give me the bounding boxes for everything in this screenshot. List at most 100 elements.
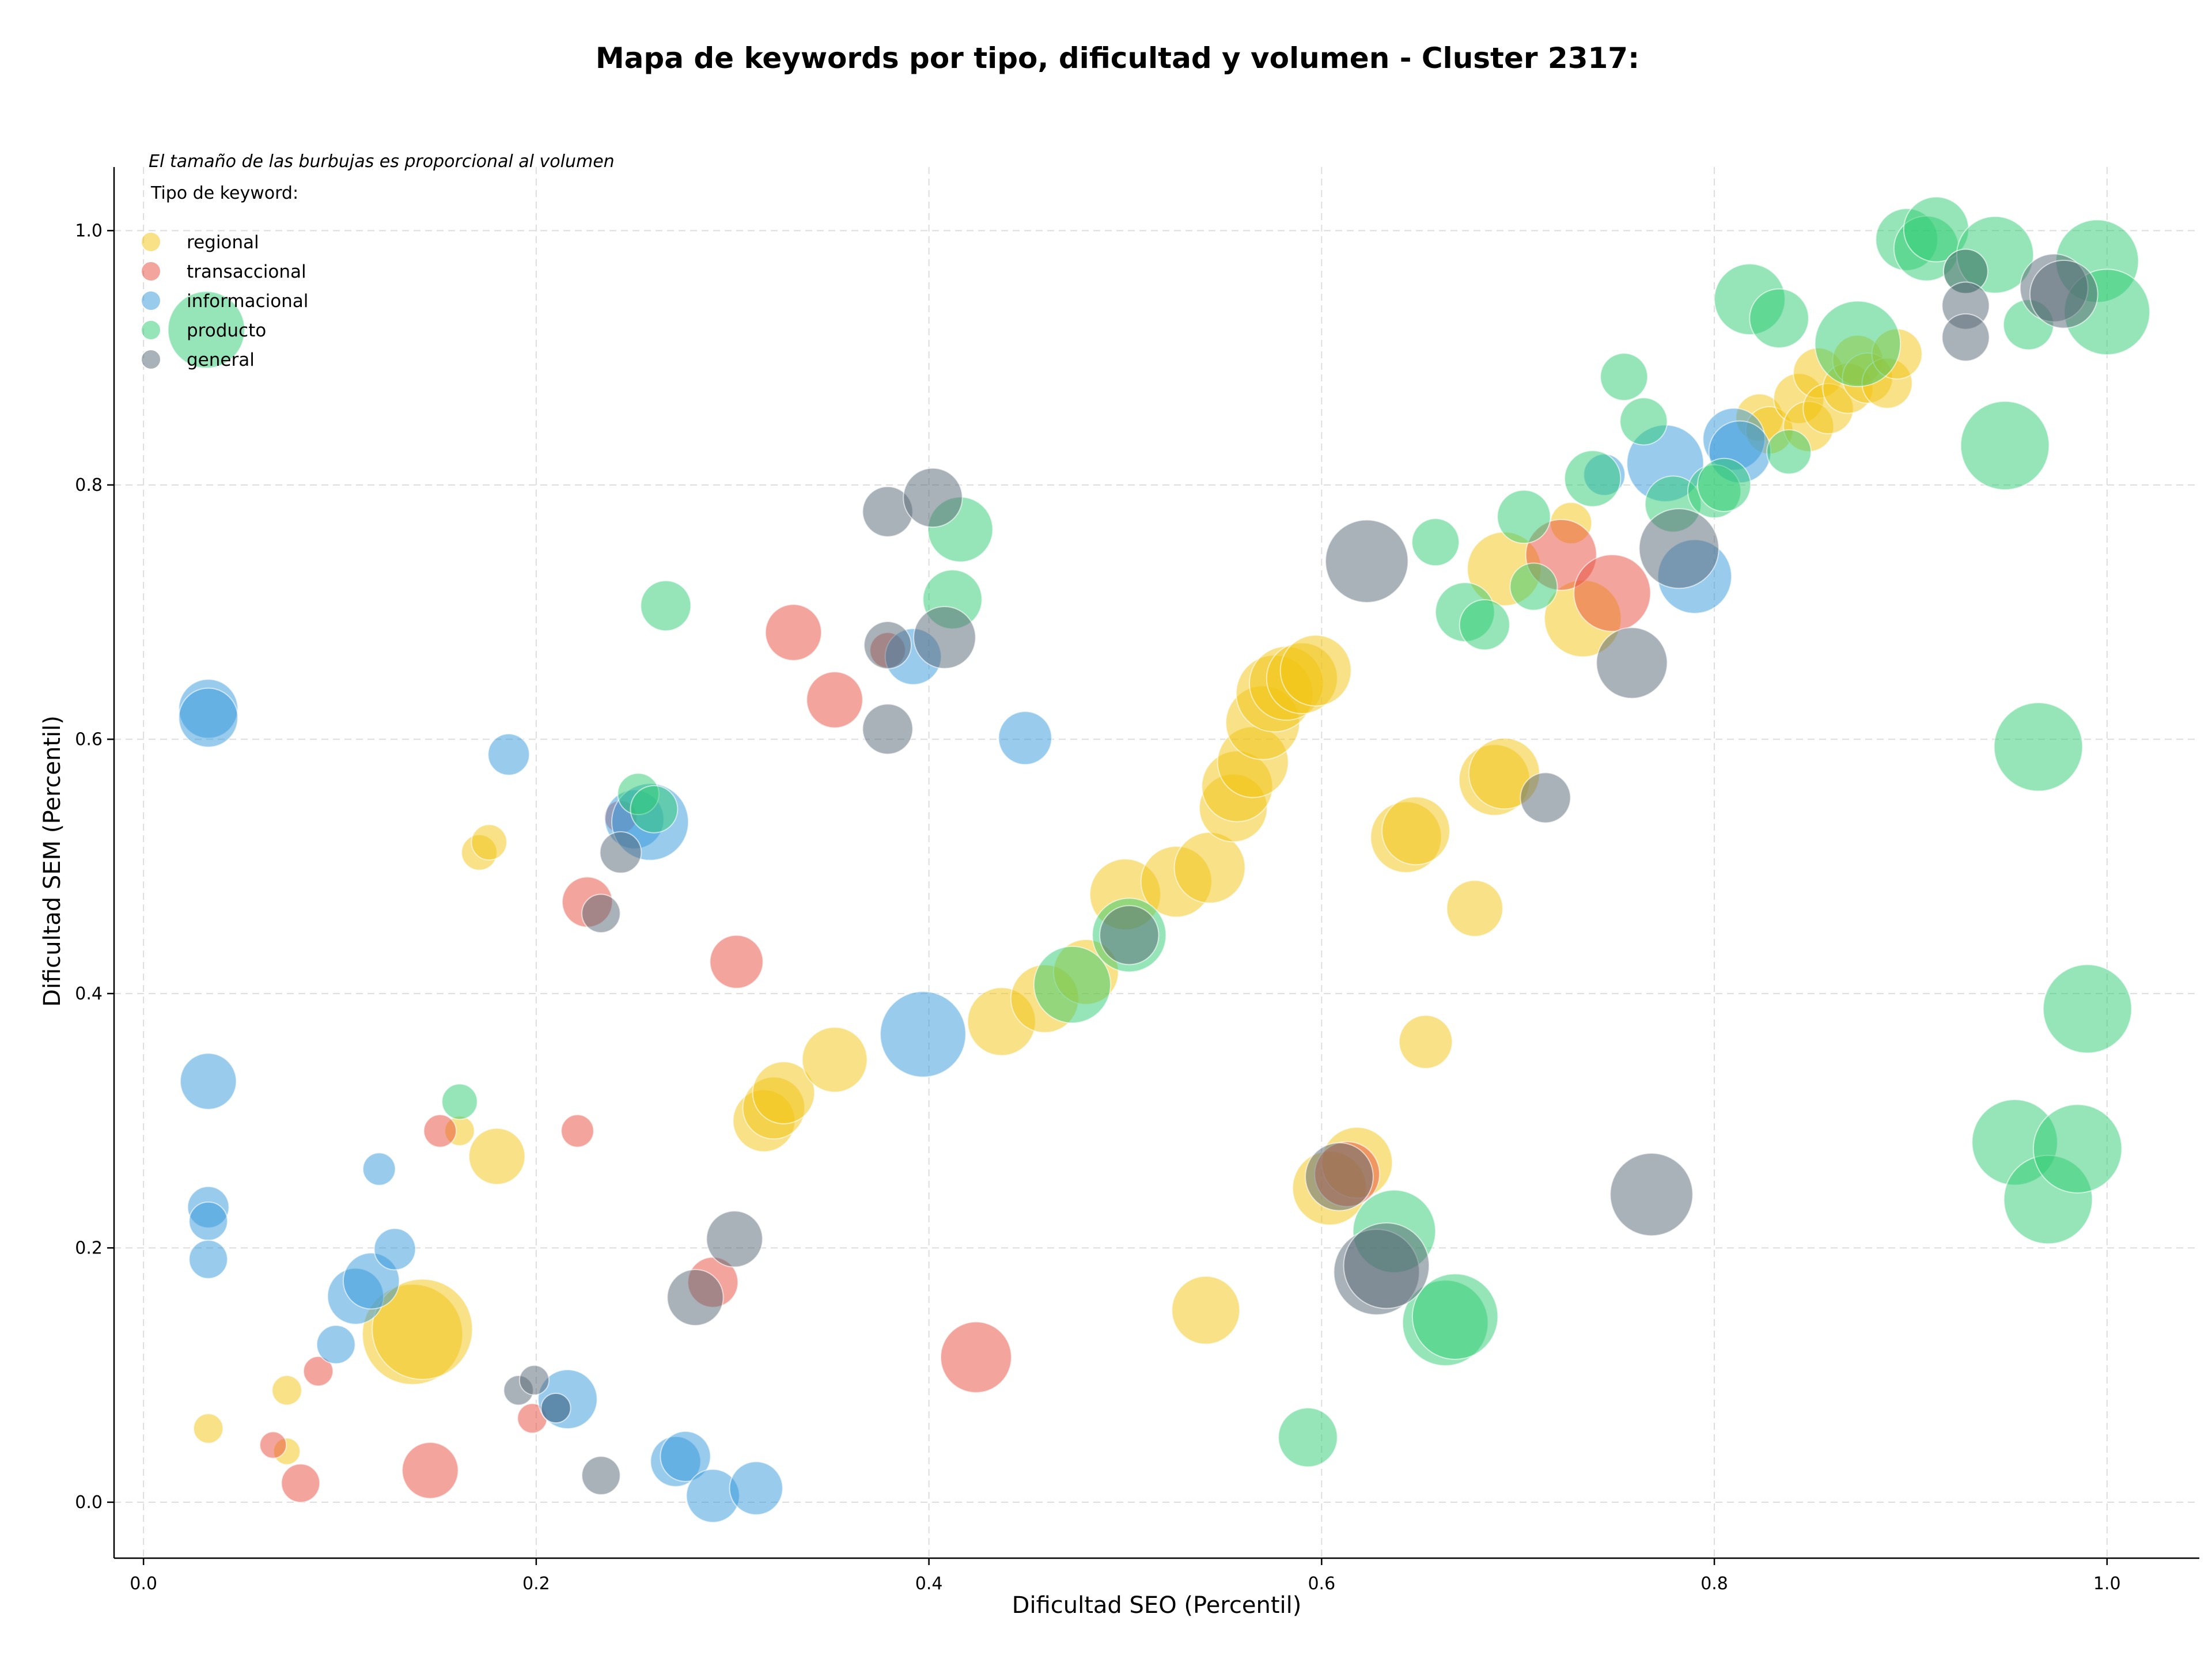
bubble-transaccional-10 [709, 934, 764, 989]
bubble-producto-26 [1766, 429, 1812, 475]
bubble-producto-25 [1749, 288, 1809, 348]
bubble-producto-33 [1960, 400, 2050, 491]
bubble-regional-0 [193, 1413, 224, 1444]
bubble-producto-3 [630, 785, 679, 834]
bubble-producto-39 [2042, 964, 2133, 1054]
bubble-informacional-19 [729, 1461, 783, 1516]
bubble-producto-20 [1619, 397, 1668, 446]
bubble-producto-1 [441, 1083, 478, 1120]
legend-label-informacional: informacional [187, 291, 308, 312]
bubble-general-13 [1099, 905, 1160, 965]
bubble-general-11 [903, 467, 963, 528]
bubble-producto-11 [1411, 518, 1460, 567]
bubble-regional-19 [1171, 1275, 1241, 1345]
bubble-general-10 [862, 703, 914, 755]
bubble-informacional-22 [998, 711, 1052, 766]
legend-marker-producto [141, 320, 161, 340]
x-tick-label-2: 0.4 [915, 1574, 943, 1594]
bubble-producto-18 [1564, 450, 1622, 507]
bubble-general-26 [2029, 259, 2099, 329]
x-tick-label-4: 0.8 [1700, 1574, 1728, 1594]
bubble-transaccional-14 [940, 1321, 1012, 1393]
bubble-general-5 [599, 831, 642, 874]
chart-title: Mapa de keywords por tipo, dificultad y … [596, 41, 1639, 75]
legend-marker-regional [141, 232, 161, 252]
bubble-transaccional-1 [281, 1463, 321, 1503]
bubble-informacional-21 [880, 991, 967, 1078]
bubble-regional-12 [801, 1026, 868, 1093]
bubble-general-18 [1520, 772, 1571, 824]
legend-label-regional: regional [187, 232, 259, 253]
grid [114, 167, 2199, 1558]
bubble-transaccional-11 [764, 604, 823, 661]
bubble-regional-1 [271, 1375, 302, 1406]
legend-marker-transaccional [141, 261, 161, 282]
bubble-general-17 [1343, 1222, 1430, 1309]
x-tick-label-0: 0.0 [130, 1574, 157, 1594]
y-tick-label-0: 0.0 [75, 1492, 103, 1513]
bubble-regional-27 [1279, 634, 1352, 707]
bubble-transaccional-17 [1573, 554, 1652, 632]
bubble-general-2 [540, 1392, 571, 1424]
bubble-producto-19 [1600, 353, 1649, 401]
bubble-informacional-10 [373, 1228, 416, 1271]
bubble-transaccional-6 [560, 1114, 594, 1148]
y-tick-label-4: 0.8 [75, 475, 103, 495]
bubble-general-21 [1638, 508, 1719, 589]
bubble-regional-32 [1398, 1014, 1453, 1069]
bubble-producto-36 [1993, 702, 2084, 792]
bubble-producto-27 [1814, 300, 1902, 388]
bubble-general-24 [1941, 313, 1990, 362]
x-tick-label-1: 0.2 [522, 1574, 550, 1594]
bubble-producto-16 [1497, 489, 1551, 544]
bubble-informacional-11 [487, 733, 530, 776]
bubble-producto-0 [167, 290, 245, 369]
bubble-general-6 [666, 1268, 724, 1327]
x-axis-label: Dificultad SEO (Percentil) [1012, 1592, 1302, 1619]
axes: 0.0 0.2 0.4 0.6 0.8 1.0 0.0 0.2 0.4 0.6 0.8 1.0 [75, 167, 2199, 1594]
bubble-regional-4 [372, 1278, 474, 1380]
legend-label-transaccional: transaccional [187, 262, 306, 282]
bubble-general-7 [706, 1210, 763, 1268]
bubble-regional-8 [468, 1127, 526, 1185]
bubble-informacional-9 [362, 1152, 396, 1186]
bubble-general-4 [581, 893, 621, 934]
bubble-general-14 [1305, 1142, 1374, 1211]
bubble-general-9 [863, 621, 912, 669]
y-tick-label-2: 0.4 [75, 984, 103, 1004]
bubble-regional-7 [471, 824, 507, 861]
bubble-producto-9 [1278, 1407, 1338, 1468]
legend-marker-general [141, 349, 161, 370]
bubble-producto-38 [2032, 1104, 2123, 1194]
bubble-informacional-4 [188, 1201, 228, 1241]
bubble-producto-7 [1033, 945, 1111, 1024]
bubble-transaccional-2 [302, 1355, 334, 1387]
bubbles [167, 196, 2151, 1523]
legend-marker-informacional [141, 290, 161, 311]
bubble-transaccional-0 [259, 1431, 287, 1459]
bubble-producto-17 [1509, 562, 1558, 611]
bubble-producto-13 [1411, 1273, 1499, 1360]
bubble-transaccional-12 [806, 671, 863, 729]
bubble-regional-18 [1173, 831, 1246, 904]
chart-subtitle: El tamaño de las burbujas es proporciona… [149, 151, 615, 172]
bubble-informacional-6 [316, 1324, 356, 1365]
bubble-informacional-1 [178, 687, 238, 748]
y-tick-label-5: 1.0 [75, 221, 103, 241]
y-tick-label-1: 0.2 [75, 1238, 103, 1258]
bubble-regional-11 [752, 1061, 816, 1124]
bubble-producto-4 [640, 580, 692, 632]
legend-label-general: general [187, 350, 255, 370]
bubble-transaccional-4 [423, 1114, 457, 1148]
legend-label-producto: producto [187, 320, 266, 341]
bubble-general-12 [913, 606, 976, 669]
bubble-producto-15 [1459, 599, 1510, 651]
bubble-regional-31 [1381, 796, 1450, 866]
legend-title: Tipo de keyword: [150, 183, 298, 203]
bubble-informacional-17 [660, 1430, 711, 1482]
bubble-transaccional-3 [402, 1442, 459, 1499]
bubble-general-15 [1325, 519, 1409, 604]
